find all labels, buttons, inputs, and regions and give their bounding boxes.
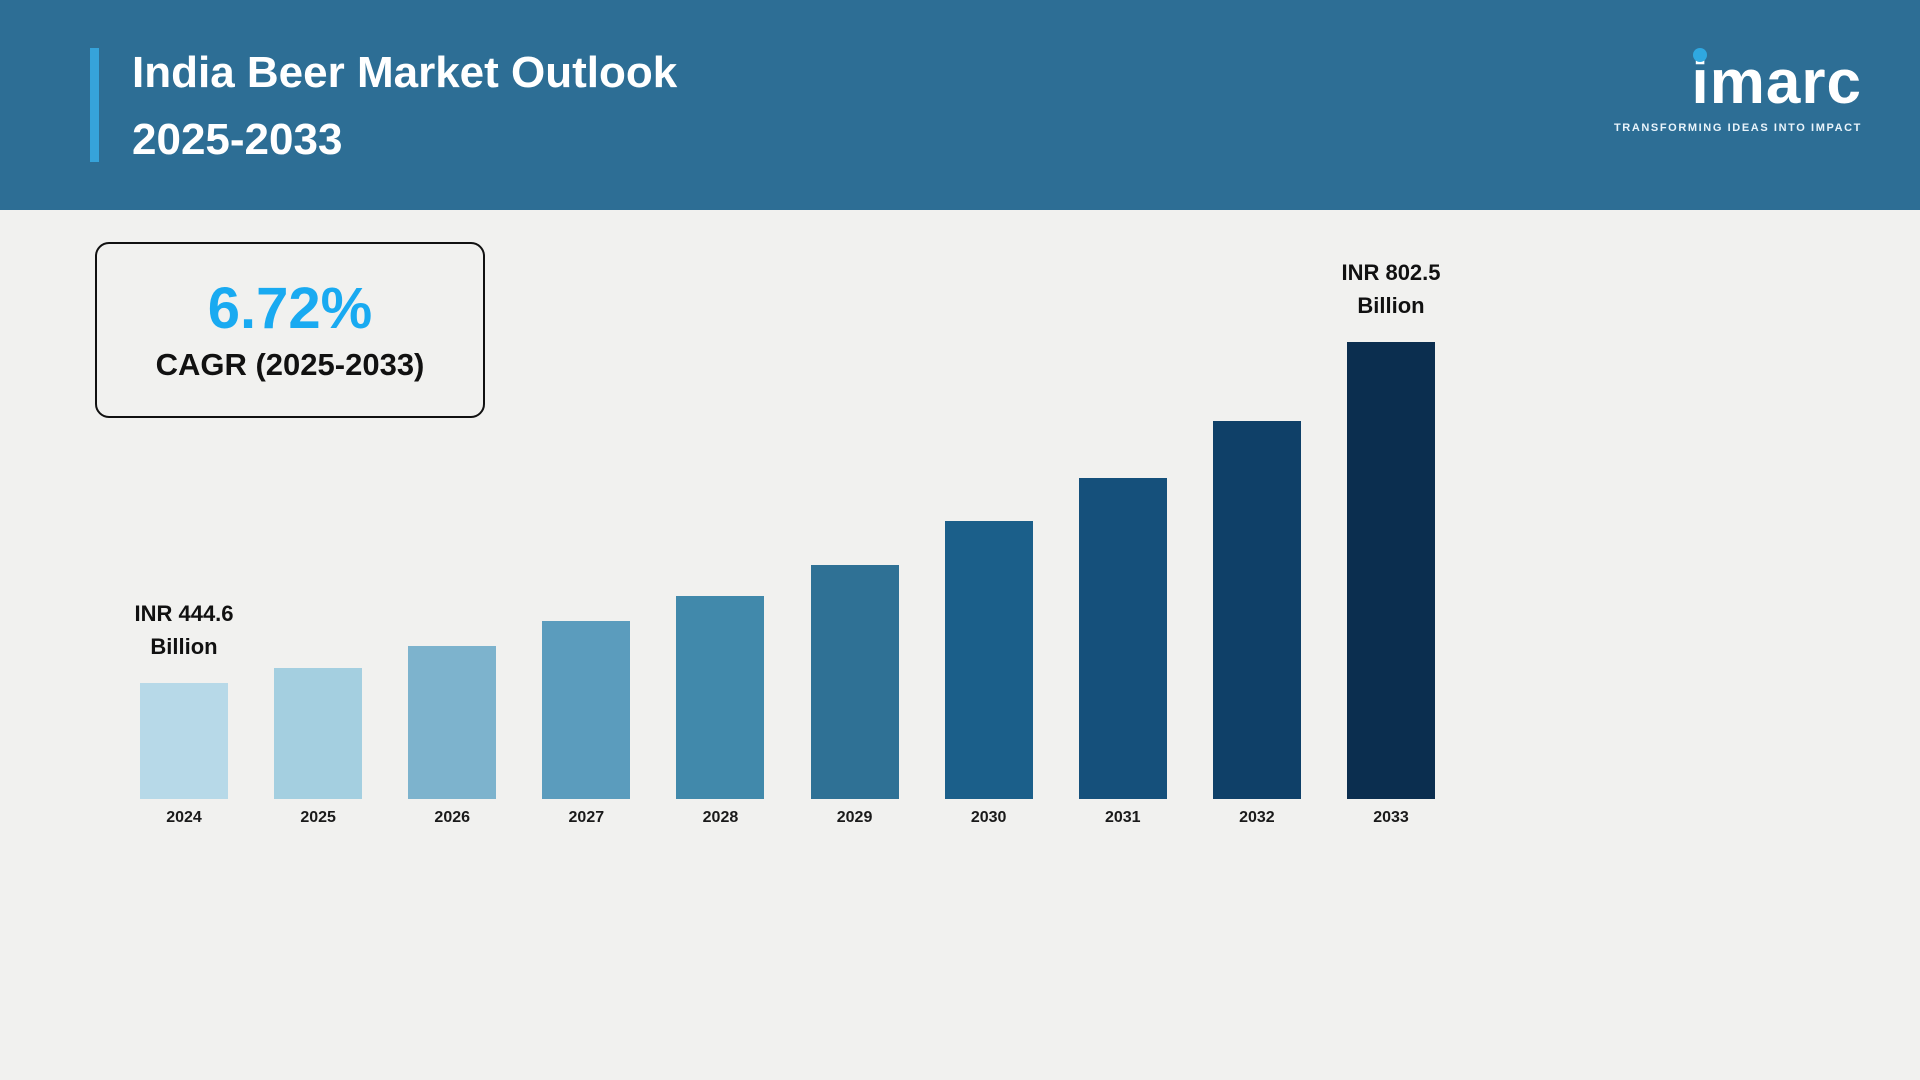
bar-value-label-2033: INR 802.5 Billion [1296,256,1486,322]
bar-value-label-line: INR 444.6 [134,601,234,626]
year-label-2031: 2031 [1104,809,1141,826]
year-label-2025: 2025 [300,809,336,826]
bar-value-label-2024: INR 444.6 Billion [89,597,279,663]
bar-2024 [140,683,228,799]
imarc-logo-word: imarc [1691,48,1862,117]
imarc-logo-tagline: TRANSFORMING IDEAS INTO IMPACT [1613,122,1862,134]
bar-cell-2026: 2026 [408,253,497,833]
bar-2028 [676,596,765,799]
bar-cell-2028: 2028 [676,253,765,833]
year-label-2028: 2028 [702,809,739,826]
bar-cell-2032: 2032 [1212,253,1301,833]
year-label-2029: 2029 [836,809,873,826]
year-label-2033: 2033 [1373,809,1409,826]
page-title: India Beer Market Outlook 2025-2033 [132,40,677,174]
year-label-2030: 2030 [970,809,1007,826]
bar-cell-2025: 2025 [274,253,363,833]
year-label-2024: 2024 [166,809,202,826]
imarc-logo-text: imarc [1692,48,1862,114]
bar-2030 [944,521,1033,799]
year-label-2026: 2026 [434,809,471,826]
bar-value-label-line: Billion [1357,293,1425,318]
bar-2033 [1346,342,1435,799]
bar-chart: INR 444.6 Billion 2024 2025 2026 2027 2028 2029… [134,253,1440,833]
bar-2025 [274,668,363,799]
bar-2026 [408,646,497,799]
page-title-line2: 2025-2033 [132,114,343,164]
cagr-value: 6.72% [207,276,373,342]
bar-2027 [542,621,631,799]
bar-cell-2024: INR 444.6 Billion 2024 [134,253,233,833]
bar-cell-2033: INR 802.5 Billion 2033 [1341,253,1440,833]
cagr-callout-box: 6.72% CAGR (2025-2033) [95,242,485,418]
bar-value-label-line: INR 802.5 [1341,260,1441,285]
bar-2031 [1078,478,1167,799]
bar-cell-2029: 2029 [810,253,899,833]
bar-cell-2031: 2031 [1078,253,1167,833]
year-label-2027: 2027 [568,809,605,826]
bar-cell-2030: 2030 [944,253,1033,833]
imarc-logo-dot-icon [1692,48,1707,62]
bar-2029 [810,565,899,799]
bar-value-label-line: Billion [150,634,218,659]
title-accent-bar [90,48,99,162]
bar-2032 [1212,421,1301,799]
cagr-label: CAGR (2025-2033) [155,346,425,382]
bar-cell-2027: 2027 [542,253,631,833]
imarc-logo: imarc TRANSFORMING IDEAS INTO IMPACT [1612,48,1862,134]
page-title-line1: India Beer Market Outlook [132,48,678,97]
header-banner: India Beer Market Outlook 2025-2033 imar… [0,0,1920,210]
year-label-2032: 2032 [1239,809,1275,826]
